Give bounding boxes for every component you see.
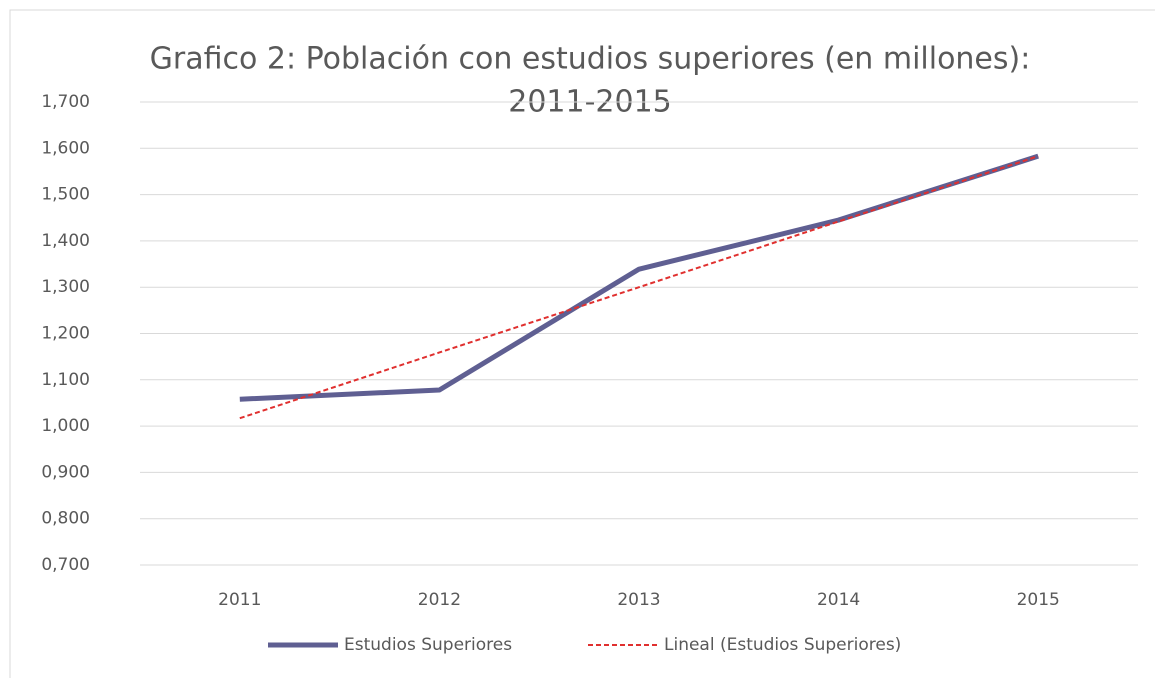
y-tick-label: 1,600 — [41, 138, 90, 158]
y-tick-label: 0,700 — [41, 555, 90, 575]
y-tick-label: 1,300 — [41, 277, 90, 297]
y-tick-label: 1,500 — [41, 185, 90, 205]
x-tick-label: 2012 — [418, 590, 461, 610]
legend-label: Lineal (Estudios Superiores) — [664, 635, 901, 655]
x-tick-label: 2015 — [1017, 590, 1060, 610]
y-tick-label: 0,800 — [41, 509, 90, 529]
chart-title: Grafico 2: Población con estudios superi… — [150, 42, 1031, 77]
y-tick-label: 1,200 — [41, 324, 90, 344]
legend-label: Estudios Superiores — [344, 635, 512, 655]
y-tick-label: 1,400 — [41, 231, 90, 251]
y-tick-label: 1,700 — [41, 92, 90, 112]
series-line — [239, 153, 1039, 402]
x-tick-label: 2011 — [218, 590, 261, 610]
chart-border — [9, 9, 1155, 678]
trend-line — [239, 155, 1039, 420]
y-tick-label: 1,100 — [41, 370, 90, 390]
x-tick-label: 2013 — [617, 590, 660, 610]
y-tick-label: 1,000 — [41, 416, 90, 436]
x-tick-label: 2014 — [817, 590, 860, 610]
y-tick-label: 0,900 — [41, 462, 90, 482]
